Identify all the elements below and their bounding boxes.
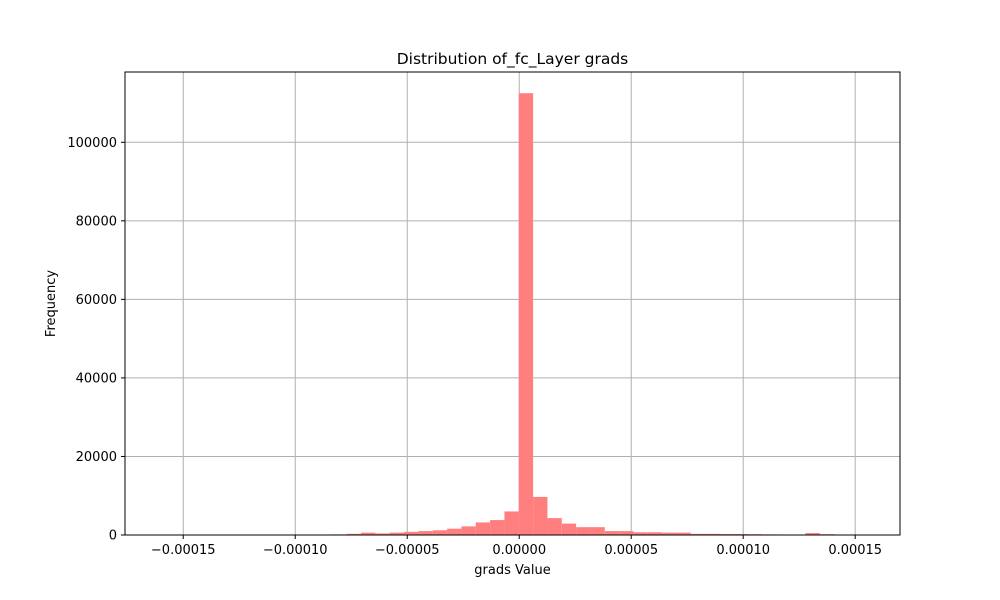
histogram-bar (461, 526, 476, 535)
histogram-bar (346, 533, 362, 535)
histogram-bar (561, 523, 577, 535)
histogram-bar (389, 532, 405, 535)
x-tick-label: 0.00005 (604, 543, 658, 558)
histogram-bar (576, 527, 591, 535)
y-axis-label: Frequency (44, 270, 59, 337)
x-tick-label: −0.00010 (263, 543, 328, 558)
histogram-bar (361, 532, 376, 535)
histogram-bar (604, 531, 620, 535)
y-tick-label: 80000 (76, 214, 117, 229)
y-tick-label: 60000 (76, 293, 117, 308)
x-tick-label: 0.00015 (828, 543, 882, 558)
y-tick-label: 100000 (67, 136, 117, 151)
x-tick-label: −0.00005 (375, 543, 440, 558)
histogram-bar (404, 531, 419, 535)
histogram-bar (662, 532, 677, 535)
histogram-bar (619, 531, 634, 535)
histogram-bar (518, 93, 534, 535)
histogram-bar (447, 528, 462, 535)
histogram-bars (160, 93, 878, 535)
y-tick-label: 20000 (76, 450, 117, 465)
histogram-bar (432, 530, 448, 535)
y-tick-label: 40000 (76, 371, 117, 386)
histogram-bar (533, 496, 548, 535)
histogram-bar (705, 533, 720, 535)
histogram-bar (805, 533, 820, 535)
histogram-bar (547, 518, 562, 535)
histogram-bar (676, 532, 691, 535)
histogram-bar (633, 532, 648, 535)
x-tick-label: 0.00000 (492, 543, 546, 558)
plot-area-frame (124, 71, 901, 536)
histogram-bar (647, 532, 663, 535)
x-tick-label: 0.00010 (716, 543, 770, 558)
histogram-bar (418, 531, 433, 535)
x-axis-label: grads Value (474, 563, 550, 578)
y-gridlines (125, 141, 900, 536)
histogram-bar (590, 527, 605, 535)
histogram-bar (475, 522, 491, 535)
y-tick-label: 0 (109, 529, 117, 544)
x-tick-label: −0.00015 (151, 543, 216, 558)
histogram-bar (375, 533, 390, 535)
histogram-bar (504, 511, 519, 535)
y-axis-ticks: 0 20000 40000 60000 80000 100000 (67, 136, 125, 544)
histogram-bar (490, 520, 505, 535)
x-axis-ticks: −0.00015 −0.00010 −0.00005 0.00000 0.00005 0.… (151, 535, 882, 558)
histogram-bar (690, 533, 706, 535)
chart-title: Distribution of_fc_Layer grads (397, 50, 629, 69)
